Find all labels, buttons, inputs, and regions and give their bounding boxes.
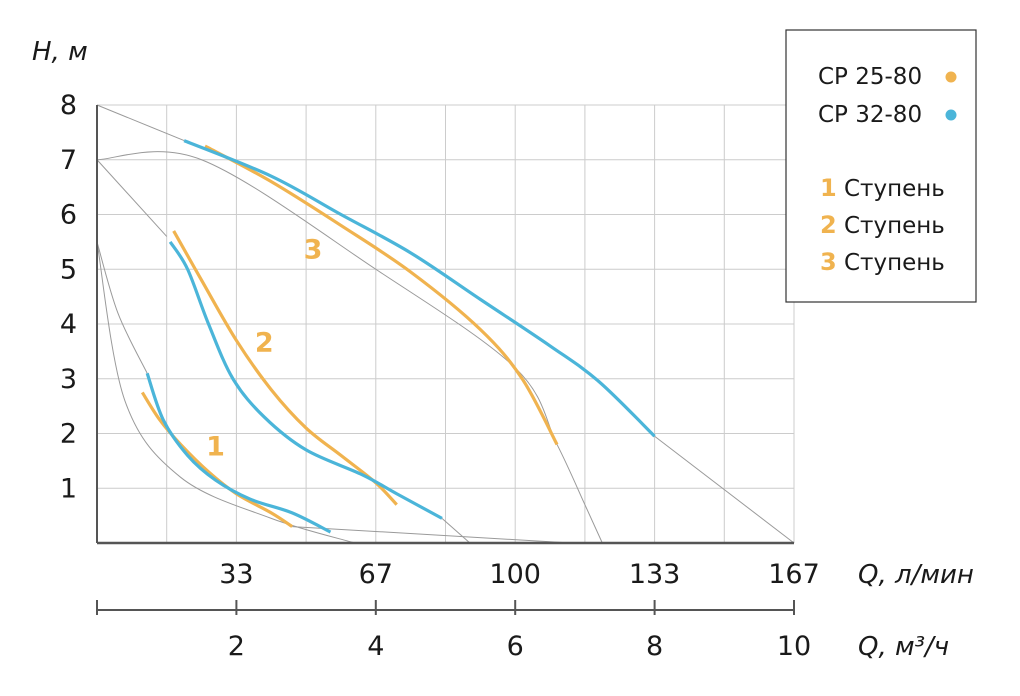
x-tick-label-top: 100 — [489, 559, 541, 590]
x-tick-label-bottom: 8 — [646, 631, 663, 662]
y-tick-label: 8 — [60, 90, 77, 121]
legend-stage-3-text: Ступень — [844, 250, 945, 276]
y-tick-label: 6 — [60, 200, 77, 231]
guide-line — [96, 159, 168, 237]
guide-line — [96, 151, 603, 544]
curve-labels: 1 2 3 — [206, 234, 322, 462]
x-axis-title-bottom: Q, м³/ч — [858, 632, 949, 662]
legend-box — [785, 29, 977, 303]
legend-stage-3-num: 3 — [820, 248, 837, 276]
y-axis-title: H, м — [32, 37, 88, 67]
guide-line — [96, 241, 356, 544]
x-tick-label-top: 33 — [219, 559, 253, 590]
series-line-blue-stage-2 — [168, 240, 443, 520]
y-tick-label: 4 — [60, 309, 77, 340]
legend-stage-2-text: Ступень — [844, 213, 945, 239]
guide-line — [96, 241, 148, 374]
guide-lines — [96, 104, 795, 544]
y-tick-label: 5 — [60, 254, 77, 285]
guide-line — [292, 526, 571, 544]
y-tick-label: 2 — [60, 419, 77, 450]
y-tick-label: 7 — [60, 145, 77, 176]
legend-model-2: CP 32-80 — [818, 102, 922, 128]
x-axis-title-top: Q, л/мин — [858, 560, 974, 590]
series-group — [140, 139, 656, 534]
x-tick-label-top: 67 — [359, 559, 393, 590]
series-line-orange-stage-1 — [140, 391, 294, 528]
legend-stage-2-num: 2 — [820, 211, 837, 239]
x-tick-label-bottom: 10 — [777, 631, 811, 662]
curve-label-2: 2 — [255, 327, 274, 358]
x-tick-label-top: 167 — [768, 559, 820, 590]
y-tick-labels: 1 2 3 4 5 6 7 8 — [60, 90, 77, 504]
x-tick-label-bottom: 6 — [507, 631, 524, 662]
guide-line — [654, 435, 795, 544]
curve-label-3: 3 — [304, 234, 323, 265]
grid-lines — [97, 104, 795, 543]
series-line-blue-stage-1 — [145, 372, 332, 534]
x-tick-label-bottom: 4 — [367, 631, 384, 662]
secondary-x-ticks: 2 4 6 8 10 — [96, 600, 811, 662]
legend: CP 25-80 CP 32-80 1 Ступень 2 Ступень 3 … — [785, 29, 977, 303]
legend-dot-blue — [945, 109, 957, 121]
x-tick-labels: 33 67 100 133 167 — [219, 559, 820, 590]
series-line-orange-stage-2 — [172, 230, 398, 506]
legend-dot-orange — [945, 71, 957, 83]
y-tick-label: 3 — [60, 364, 77, 395]
y-tick-label: 1 — [60, 473, 77, 504]
guide-line — [441, 517, 471, 544]
curve-label-1: 1 — [206, 431, 225, 462]
legend-model-1: CP 25-80 — [818, 64, 922, 90]
x-tick-label-bottom: 2 — [228, 631, 245, 662]
series-line-orange-stage-3 — [204, 144, 559, 446]
legend-stage-1-text: Ступень — [844, 176, 945, 202]
guide-line — [96, 104, 185, 142]
x-tick-label-top: 133 — [629, 559, 681, 590]
legend-stage-1-num: 1 — [820, 174, 837, 202]
series-line-blue-stage-3 — [183, 139, 656, 438]
